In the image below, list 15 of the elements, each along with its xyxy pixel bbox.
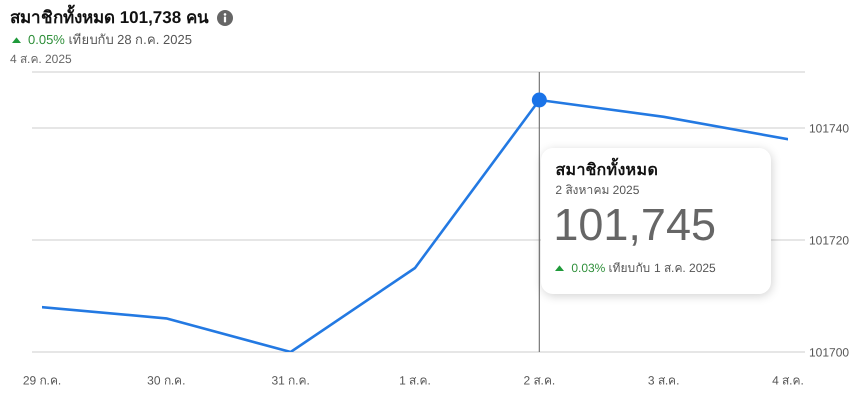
annotation: 101,745 [553,199,716,250]
text: 4 ส.ค. 2025 [10,52,72,66]
y-tick-label: 101720 [809,233,850,248]
x-tick-label: 1 ส.ค. [399,374,431,388]
x-tick-label: 29 ก.ค. [22,374,62,388]
annotation: 2 สิงหาคม 2025 [555,183,640,197]
x-tick-label: 30 ก.ค. [147,374,186,388]
x-tick-label: 31 ก.ค. [271,374,310,388]
annotation: 0.03% เทียบกับ 1 ส.ค. 2025 [571,261,716,275]
x-tick-label: 3 ส.ค. [648,374,680,388]
y-tick-label: 101740 [809,121,850,136]
x-tick-label: 4 ส.ค. [772,374,804,388]
x-tick-label: 2 ส.ค. [523,374,556,388]
y-tick-label: 101700 [809,345,850,360]
chart-subtitle: 0.05% เทียบกับ 28 ก.ค. 2025 [28,32,192,47]
